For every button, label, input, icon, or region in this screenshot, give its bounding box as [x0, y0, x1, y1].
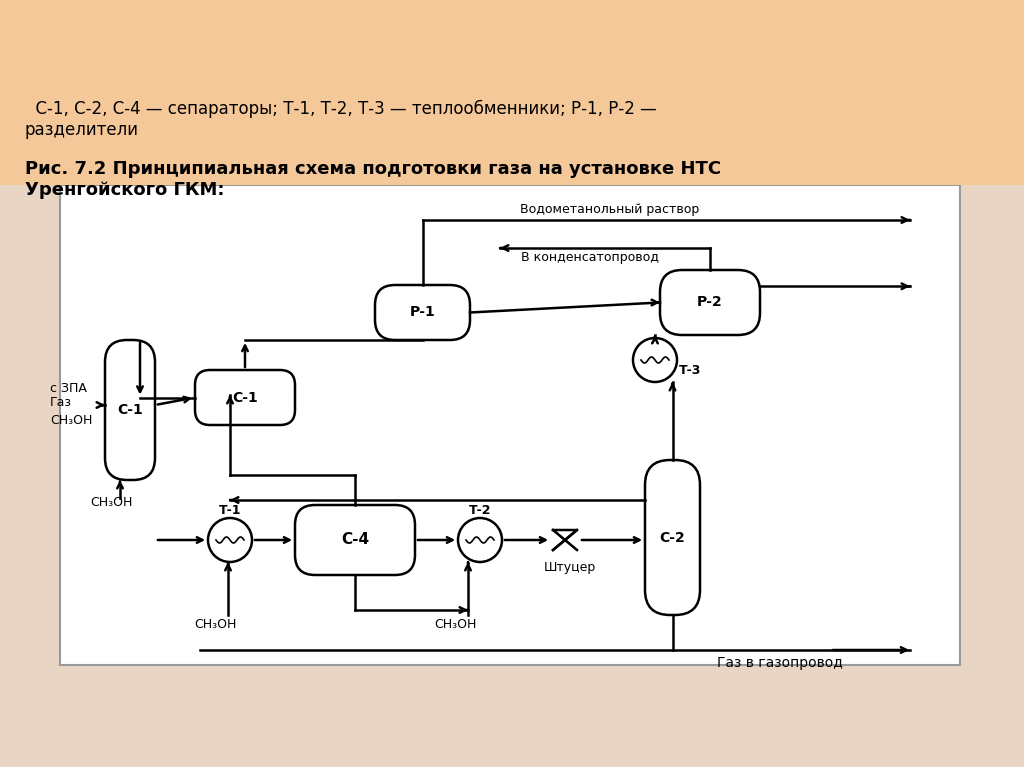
Polygon shape [553, 530, 577, 550]
Text: Т-3: Т-3 [679, 364, 701, 377]
Text: В конденсатопровод: В конденсатопровод [521, 252, 658, 265]
Text: С-4: С-4 [341, 532, 369, 548]
FancyBboxPatch shape [645, 460, 700, 615]
Text: Газ: Газ [50, 396, 72, 409]
FancyBboxPatch shape [295, 505, 415, 575]
Text: Рис. 7.2 Принципиальная схема подготовки газа на установке НТС
Уренгойского ГКМ:: Рис. 7.2 Принципиальная схема подготовки… [25, 160, 721, 199]
FancyBboxPatch shape [60, 185, 961, 665]
Text: Штуцер: Штуцер [544, 561, 596, 574]
Text: СН₃ОН: СН₃ОН [434, 618, 476, 631]
Text: Р-1: Р-1 [410, 305, 435, 320]
Text: Т-2: Т-2 [469, 503, 492, 516]
FancyBboxPatch shape [105, 340, 155, 480]
Text: С-2: С-2 [659, 531, 685, 545]
Text: с ЗПА: с ЗПА [50, 381, 87, 394]
Text: С-1: С-1 [117, 403, 143, 417]
Text: С-1: С-1 [232, 390, 258, 404]
FancyBboxPatch shape [195, 370, 295, 425]
FancyBboxPatch shape [660, 270, 760, 335]
Text: СН₃ОН: СН₃ОН [90, 495, 132, 509]
Ellipse shape [633, 338, 677, 382]
Text: Газ в газопровод: Газ в газопровод [717, 656, 843, 670]
Ellipse shape [458, 518, 502, 562]
Text: Р-2: Р-2 [697, 295, 723, 310]
Ellipse shape [208, 518, 252, 562]
Text: Водометанольный раствор: Водометанольный раствор [520, 203, 699, 216]
Text: Т-1: Т-1 [219, 503, 242, 516]
Text: СН₃ОН: СН₃ОН [50, 413, 92, 426]
Text: СН₃ОН: СН₃ОН [194, 618, 237, 631]
FancyBboxPatch shape [375, 285, 470, 340]
FancyBboxPatch shape [0, 0, 1024, 185]
Text: С-1, С-2, С-4 — сепараторы; Т-1, Т-2, Т-3 — теплообменники; Р-1, Р-2 —
разделите: С-1, С-2, С-4 — сепараторы; Т-1, Т-2, Т-… [25, 100, 656, 139]
Polygon shape [553, 530, 577, 550]
